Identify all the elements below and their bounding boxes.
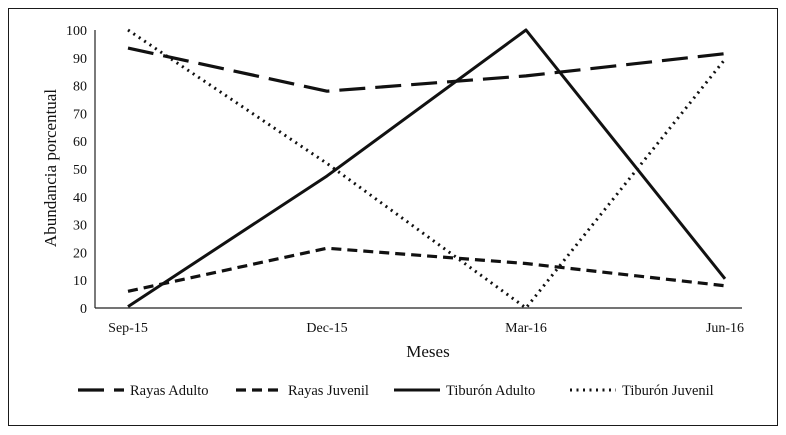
axes [94,30,742,309]
y-tick-label: 70 [73,107,87,122]
series-line [127,28,727,308]
series-line [127,28,727,310]
y-tick-label: 60 [73,135,87,150]
y-axis-title: Abundancia porcentual [41,89,60,247]
y-tick-label: 30 [73,219,87,234]
y-tick-label: 80 [73,80,87,95]
y-tick-label: 100 [66,24,87,39]
legend-label: Rayas Adulto [130,383,209,399]
x-tick-label: Mar-16 [505,321,547,336]
x-tick-label: Dec-15 [306,321,347,336]
y-tick-label: 10 [73,274,87,289]
y-tick-label: 40 [73,191,87,206]
y-tick-label: 90 [73,52,87,67]
y-tick-labels: 0 10 20 30 40 50 60 70 80 90 100 [66,24,87,317]
series-lines [127,28,727,310]
series-line [127,246,726,293]
y-tick-label: 0 [80,302,87,317]
chart-frame [8,8,778,426]
x-tick-labels: Sep-15 Dec-15 Mar-16 Jun-16 [108,321,744,336]
x-tick-label: Sep-15 [108,321,148,336]
legend-label: Tiburón Juvenil [622,383,714,399]
y-tick-label: 20 [73,246,87,261]
x-tick-label: Jun-16 [706,321,744,336]
x-axis-title: Meses [406,342,449,361]
series-line [127,46,726,93]
legend: Rayas Adulto Rayas Juvenil Tiburón Adulto T… [78,383,714,399]
legend-label: Rayas Juvenil [288,383,369,399]
y-tick-label: 50 [73,163,87,178]
legend-label: Tiburón Adulto [446,383,535,399]
